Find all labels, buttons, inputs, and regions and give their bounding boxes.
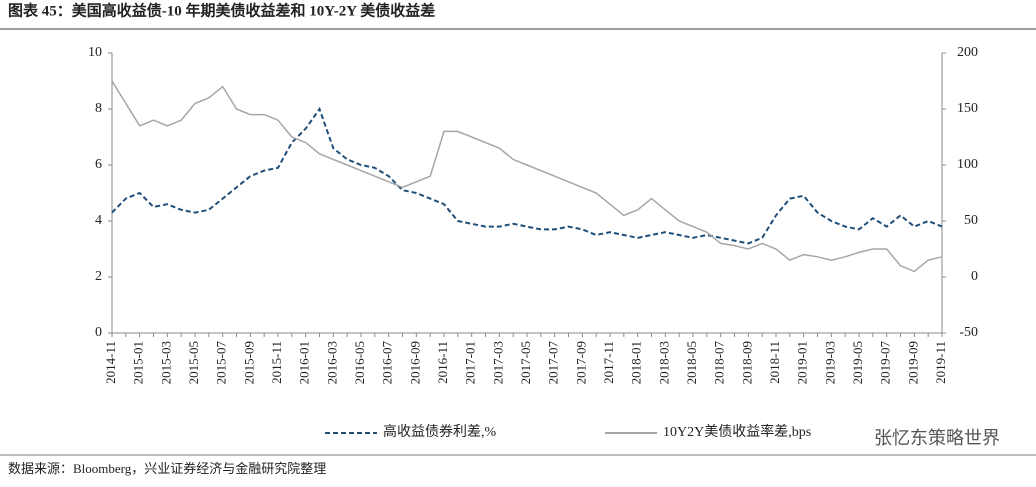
x-tick-label: 2015-11 [269,341,284,384]
y-tick-label: 10 [88,45,102,60]
x-tick-label: 2018-07 [712,341,727,385]
x-tick-label: 2019-11 [933,341,948,384]
x-tick-label: 2017-07 [546,341,561,385]
series-line [111,106,943,245]
x-tick-label: 2019-07 [878,341,893,385]
x-tick-label: 2017-03 [490,341,505,384]
x-tick-label: 2017-01 [463,341,478,384]
x-tick-label: 2019-09 [905,341,920,384]
source: 数据来源：Bloomberg，兴业证券经济与金融研究院整理 [8,461,326,476]
y2-tick-label: 100 [957,157,978,172]
x-tick-label: 2017-05 [518,341,533,384]
y-tick-label: 0 [95,325,102,340]
title: 图表 45：美国高收益债-10 年期美债收益差和 10Y-2Y 美债收益差 [8,1,435,19]
watermark: 张忆东策略世界 [874,428,1000,448]
x-tick-label: 2018-03 [656,341,671,384]
y-tick-label: 4 [95,213,102,228]
y2-tick-label: -50 [959,325,978,340]
y2-tick-label: 200 [957,45,978,60]
x-tick-label: 2018-05 [684,341,699,384]
y-tick-label: 2 [95,269,102,284]
x-tick-label: 2017-11 [601,341,616,384]
x-tick-label: 2016-09 [407,341,422,384]
x-tick-label: 2015-05 [186,341,201,384]
series-line [111,80,943,273]
x-tick-label: 2016-11 [435,341,450,384]
y2-tick-label: 150 [957,101,978,116]
y-tick-label: 8 [95,101,102,116]
y-tick-label: 6 [95,157,102,172]
y2-tick-label: 50 [964,213,978,228]
x-tick-label: 2016-05 [352,341,367,384]
legend-label: 高收益债券利差,% [383,423,496,440]
x-tick-label: 2019-03 [822,341,837,384]
x-tick-label: 2018-11 [767,341,782,384]
y2-tick-label: 0 [971,269,978,284]
x-tick-label: 2019-01 [795,341,810,384]
x-tick-label: 2014-11 [103,341,118,384]
x-tick-label: 2016-07 [380,341,395,385]
x-tick-label: 2015-09 [241,341,256,384]
x-tick-label: 2016-01 [297,341,312,384]
x-tick-label: 2016-03 [324,341,339,384]
x-tick-label: 2017-09 [573,341,588,384]
x-tick-label: 2018-01 [629,341,644,384]
legend-label: 10Y2Y美债收益率差,bps [663,423,811,440]
x-tick-label: 2018-09 [739,341,754,384]
x-tick-label: 2015-01 [131,341,146,384]
x-tick-label: 2019-05 [850,341,865,384]
x-tick-label: 2015-03 [158,341,173,384]
x-tick-label: 2015-07 [214,341,229,385]
